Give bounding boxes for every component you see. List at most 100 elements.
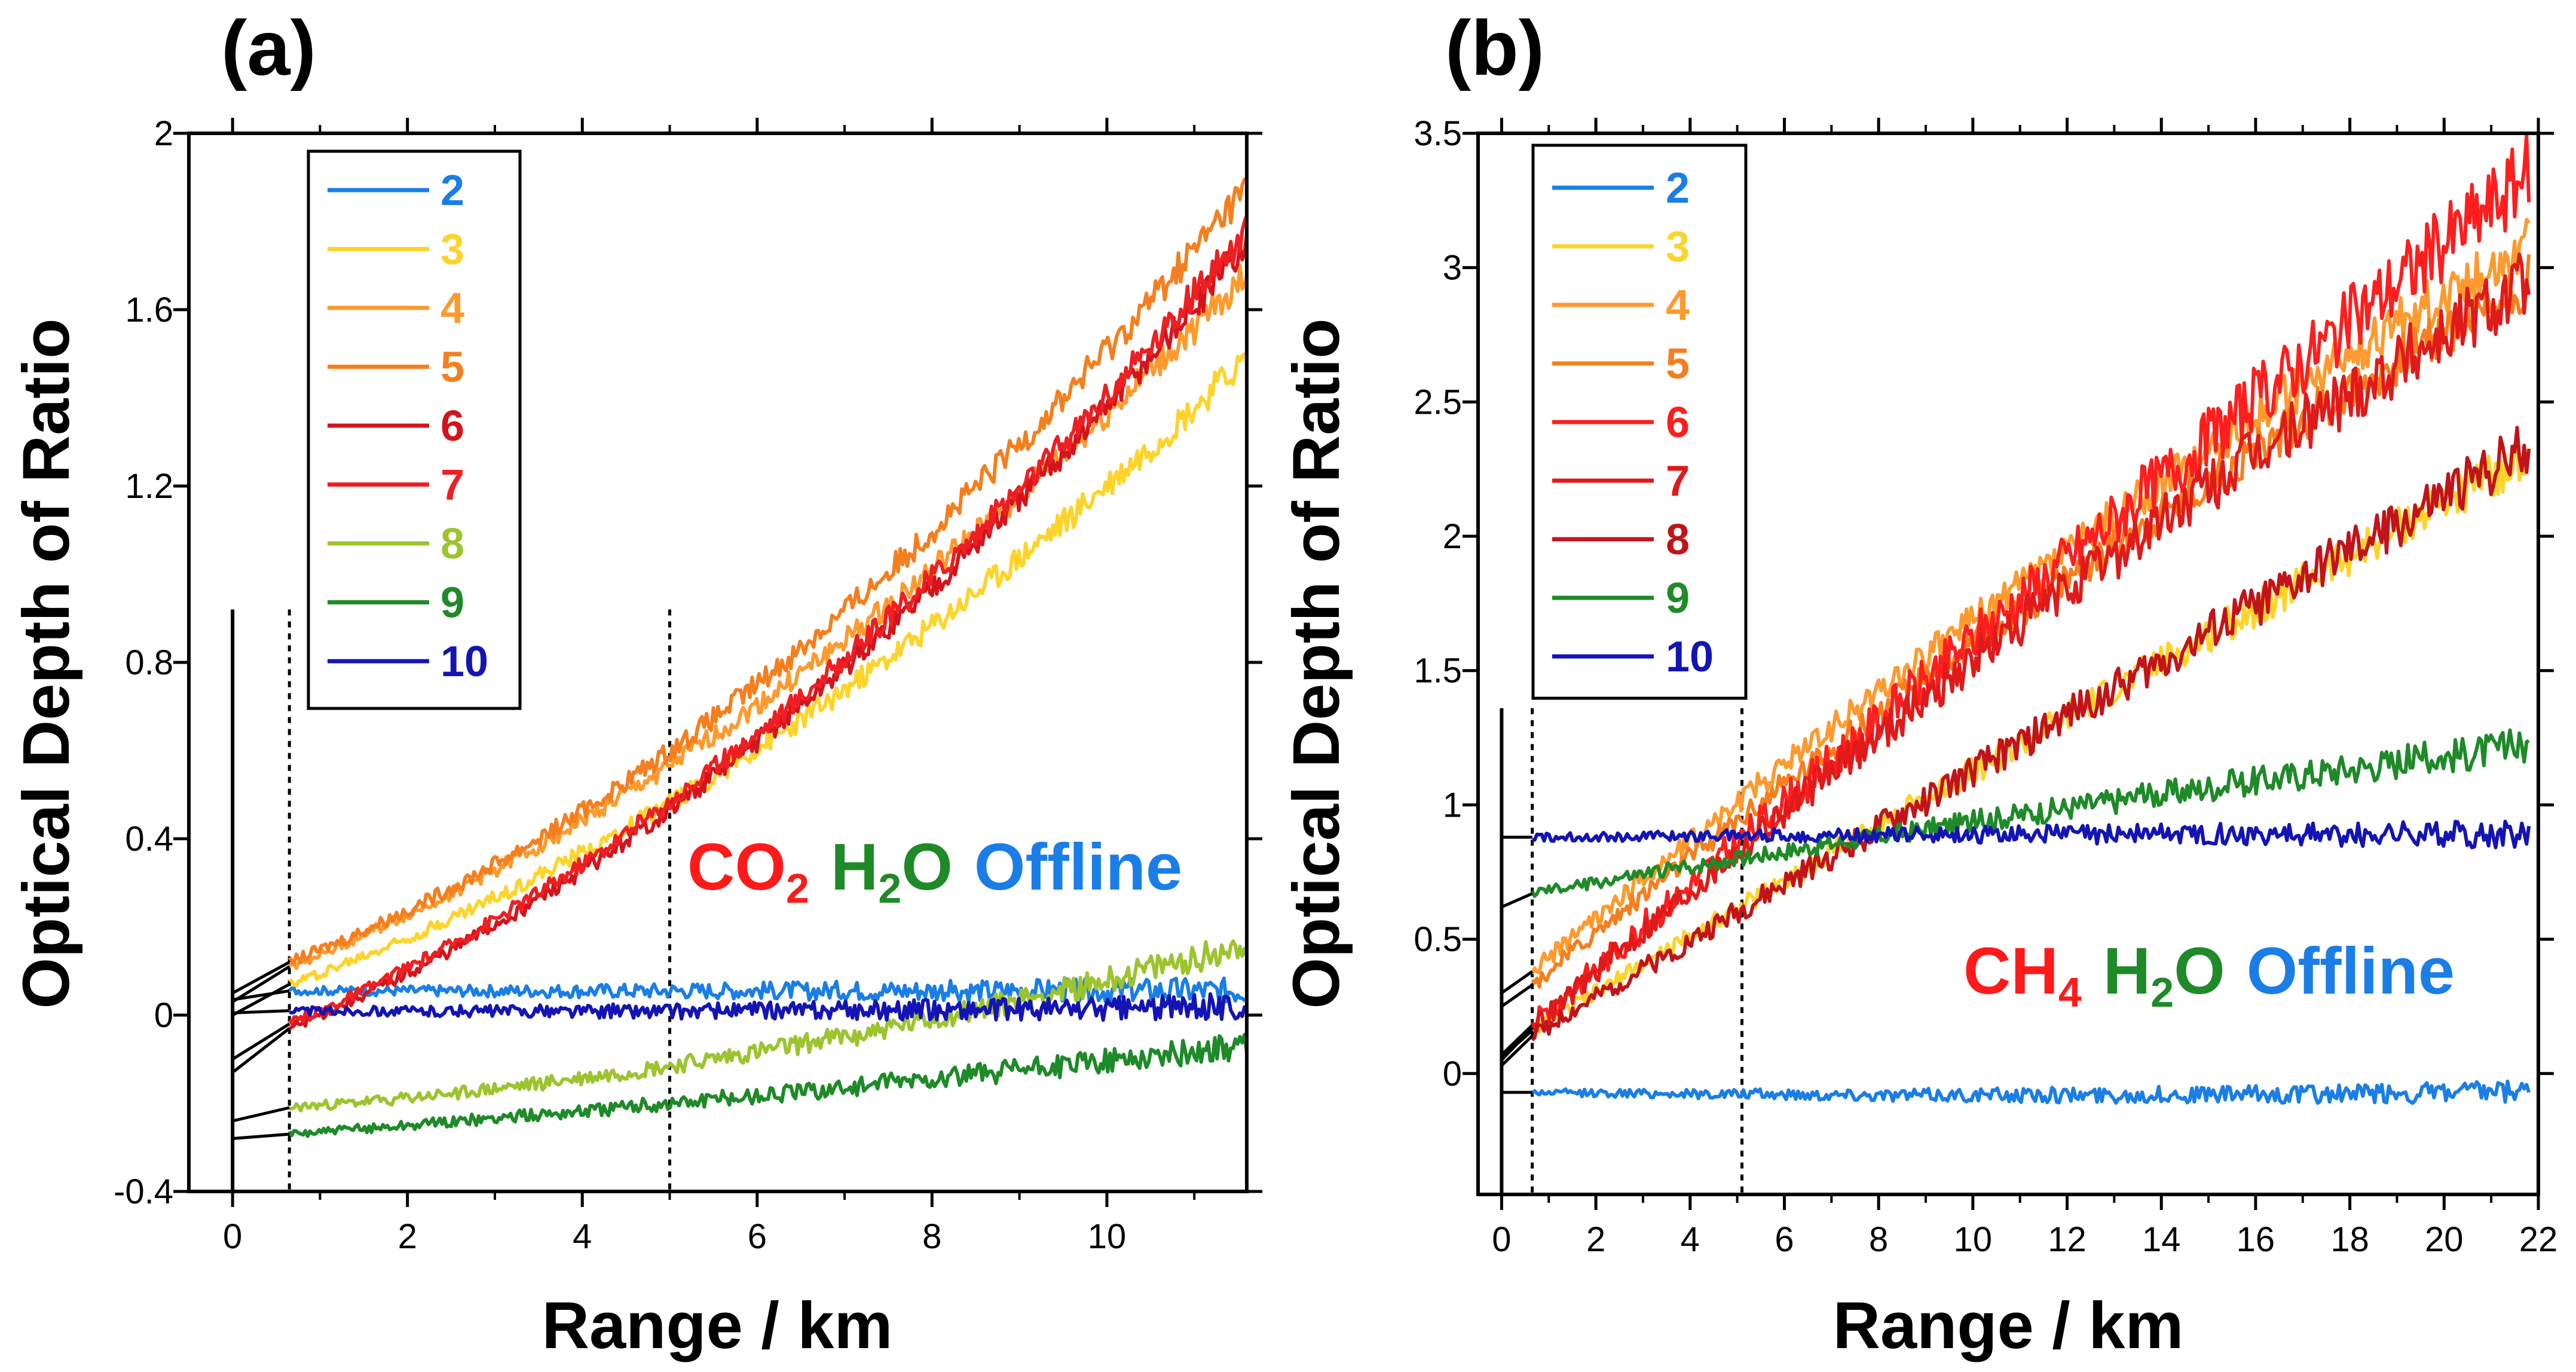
panel-b-annotation-water-sub: 2 xyxy=(2150,969,2174,1016)
series-line-9 xyxy=(287,1032,1249,1138)
series-line-7 xyxy=(1530,252,2531,1031)
y-tick-label: 1.6 xyxy=(125,291,173,329)
legend-label-8: 8 xyxy=(440,520,464,568)
y-tick-label: 2 xyxy=(1443,517,1462,556)
panel-b: (b) 0 2 4 6 8 10 12 14 16 18 20 2200.511.522.533.5 … xyxy=(1280,4,2557,1362)
extrapolation-line-10 xyxy=(232,1009,290,1015)
x-tick-label: 12 xyxy=(2048,1220,2087,1259)
x-tick-label: 6 xyxy=(748,1217,767,1256)
extrapolation-line-5 xyxy=(1500,983,1534,1008)
x-tick-label: 4 xyxy=(573,1217,592,1256)
panel-b-annotation-water-tail: O xyxy=(2174,934,2225,1008)
y-tick-label: 3.5 xyxy=(1414,114,1462,153)
series-line-10 xyxy=(289,992,1248,1022)
x-tick-label: 4 xyxy=(1681,1220,1700,1259)
extrapolation-line-7 xyxy=(1500,1026,1534,1062)
panel-a-annotation-water-tail: O xyxy=(901,830,953,904)
series-line-8 xyxy=(289,939,1249,1113)
panel-a-annotation-water-sub: 2 xyxy=(878,865,901,912)
extrapolation-line-6 xyxy=(231,1027,290,1074)
x-tick-label: 2 xyxy=(1586,1220,1605,1259)
x-tick-label: 8 xyxy=(1869,1220,1888,1259)
x-tick-label: 0 xyxy=(223,1217,242,1256)
extrapolation-line-4 xyxy=(1500,970,1534,995)
x-tick-label: 20 xyxy=(2425,1220,2464,1259)
panel-b-annotation-offline: Offline xyxy=(2247,934,2455,1008)
panel-a-legend: 2 3 4 5 6 7 8 9 10 xyxy=(307,149,522,710)
y-tick-label: 1.2 xyxy=(125,467,173,506)
panel-a-label: (a) xyxy=(221,4,316,91)
legend-label-3: 3 xyxy=(440,226,464,274)
x-tick-label: 14 xyxy=(2142,1220,2181,1259)
panel-a-annotation-water: H xyxy=(831,830,878,904)
panel-a-annotation: CO2 H2O Offline xyxy=(687,830,1182,912)
legend-label-7: 7 xyxy=(1666,457,1690,505)
x-tick-label: 2 xyxy=(398,1217,417,1256)
legend-label-8: 8 xyxy=(1666,516,1690,564)
panel-b-legend: 2 3 4 5 6 7 8 9 10 xyxy=(1531,143,1748,700)
y-tick-label: 0 xyxy=(1443,1055,1462,1093)
x-tick-label: 10 xyxy=(1088,1217,1127,1256)
series-line-7 xyxy=(287,215,1249,1025)
panel-b-annotation-water: H xyxy=(2103,934,2150,1008)
panel-b-annotation-species-sub: 4 xyxy=(2058,969,2082,1016)
extrapolation-line-2 xyxy=(232,989,290,1001)
legend-label-4: 4 xyxy=(440,285,464,332)
panel-b-ylabel: Optical Depth of Ratio xyxy=(1280,319,1353,1009)
extrapolation-line-3 xyxy=(231,983,290,1017)
panel-b-frame xyxy=(1476,132,2540,1196)
y-tick-label: 1 xyxy=(1443,786,1462,824)
x-tick-label: 18 xyxy=(2330,1220,2369,1259)
x-tick-label: 6 xyxy=(1775,1220,1794,1259)
y-tick-label: 3 xyxy=(1443,249,1462,288)
legend-label-6: 6 xyxy=(1666,399,1690,447)
extrapolation-line-9 xyxy=(232,1132,290,1140)
series-line-9 xyxy=(1530,728,2530,898)
panel-a-annotation-species: CO xyxy=(687,830,786,904)
series-line-6 xyxy=(1530,133,2531,1033)
legend-label-4: 4 xyxy=(1666,282,1690,329)
y-tick-label: 0.5 xyxy=(1414,920,1462,959)
x-tick-label: 0 xyxy=(1492,1220,1511,1259)
legend-label-10: 10 xyxy=(1666,633,1714,681)
panel-a-legend-box xyxy=(307,149,522,710)
extrapolation-line-7 xyxy=(231,1022,290,1061)
y-tick-label: 2.5 xyxy=(1414,383,1462,421)
x-tick-label: 22 xyxy=(2519,1220,2558,1259)
y-tick-label: 0.4 xyxy=(125,820,173,858)
panel-b-annotation: CH4 H2O Offline xyxy=(1963,934,2455,1016)
extrapolation-line-5 xyxy=(231,961,290,995)
legend-label-6: 6 xyxy=(440,402,464,450)
extrapolation-line-9 xyxy=(1501,892,1533,909)
panel-a-ticks: 0 2 4 6 8 10 -0.4 0 0.4 0.8 1.2 1.6 2 xyxy=(114,114,1262,1256)
x-tick-label: 16 xyxy=(2237,1220,2275,1259)
y-tick-label: 2 xyxy=(154,114,173,153)
y-tick-label: -0.4 xyxy=(114,1172,173,1211)
y-tick-label: 0 xyxy=(154,996,173,1035)
panel-a-plot-area xyxy=(231,178,1249,1191)
series-line-2 xyxy=(1531,1079,2531,1105)
panel-b-plot-area xyxy=(1500,133,2531,1194)
y-tick-label: 1.5 xyxy=(1414,652,1462,690)
legend-label-2: 2 xyxy=(440,167,464,215)
extrapolation-line-6 xyxy=(1500,1024,1534,1056)
panel-a: (a) 0 2 4 6 8 10 -0.4 0 0.4 0.8 1.2 1.6 2 Range / km… xyxy=(10,4,1262,1362)
legend-label-2: 2 xyxy=(1666,164,1690,212)
panel-b-annotation-species: CH xyxy=(1963,934,2058,1008)
panel-a-annotation-species-sub: 2 xyxy=(786,865,809,912)
extrapolation-line-8 xyxy=(1500,1035,1534,1067)
panel-a-xlabel: Range / km xyxy=(542,1289,893,1362)
legend-label-5: 5 xyxy=(440,344,464,392)
series-line-8 xyxy=(1531,426,2531,1041)
panel-b-label: (b) xyxy=(1445,4,1544,91)
legend-label-9: 9 xyxy=(1666,575,1690,622)
legend-label-10: 10 xyxy=(440,638,488,686)
extrapolation-line-8 xyxy=(232,1106,290,1123)
legend-label-9: 9 xyxy=(440,579,464,627)
series-line-5 xyxy=(287,178,1249,967)
panel-b-xlabel: Range / km xyxy=(1833,1289,2184,1362)
panel-a-ylabel: Optical Depth of Ratio xyxy=(10,319,83,1009)
legend-label-5: 5 xyxy=(1666,340,1690,388)
x-tick-label: 8 xyxy=(922,1217,941,1256)
